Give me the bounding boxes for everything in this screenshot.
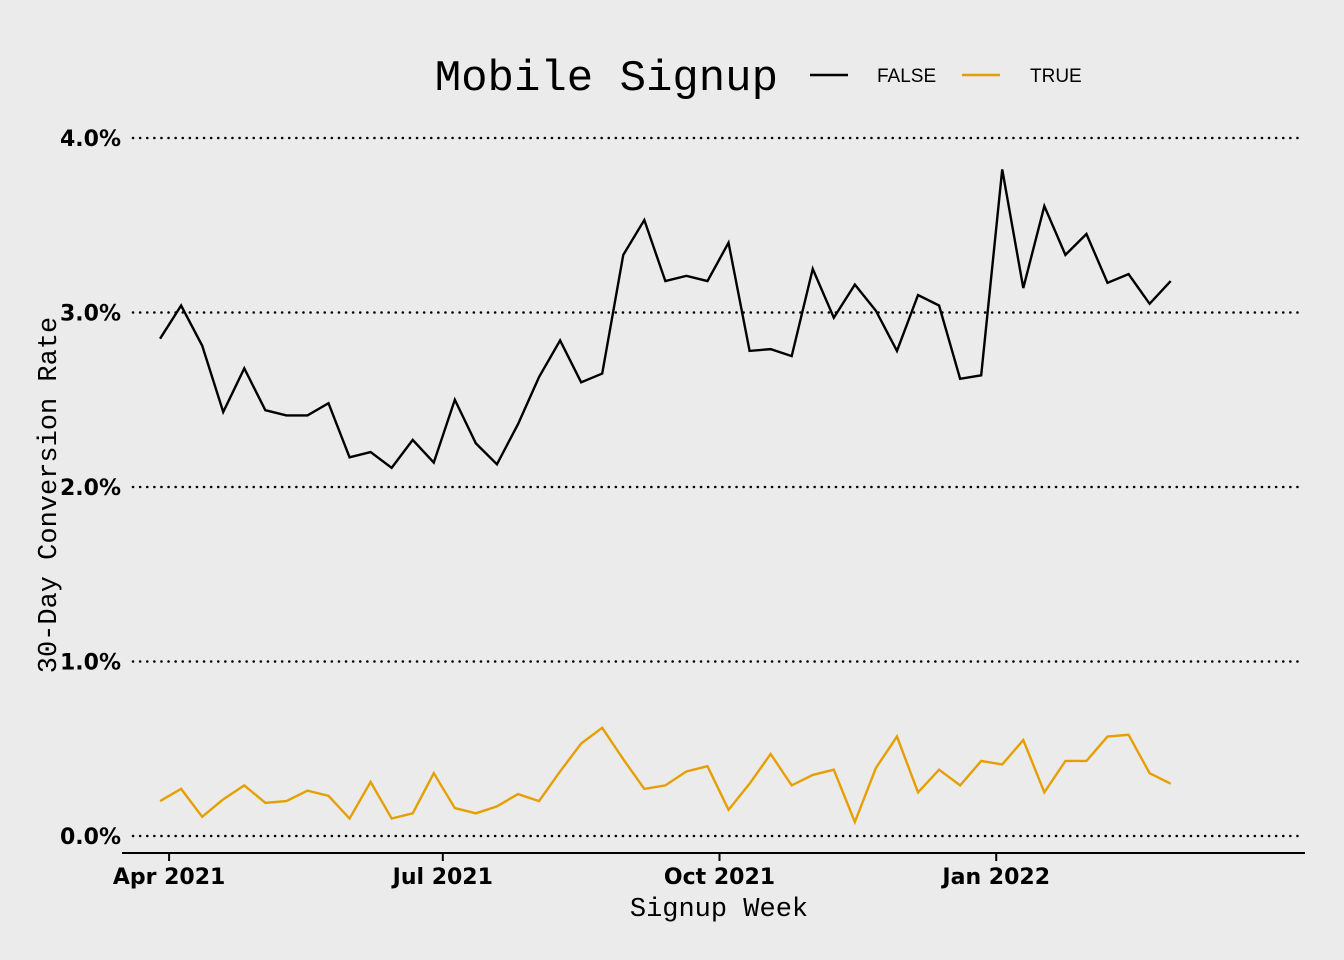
series-true bbox=[159, 726, 1172, 826]
gridlines bbox=[131, 136, 1302, 838]
legend-label-false: FALSE bbox=[877, 66, 936, 87]
x-tick-label: Jul 2021 bbox=[391, 865, 493, 890]
legend-label-true: TRUE bbox=[1030, 66, 1082, 87]
y-axis-ticks: 0.0% 1.0% 2.0% 3.0% 4.0% bbox=[60, 127, 121, 850]
y-axis-title: 30-Day Conversion Rate bbox=[35, 317, 65, 673]
x-tick-label: Oct 2021 bbox=[664, 865, 775, 890]
y-tick-label: 2.0% bbox=[60, 476, 121, 501]
x-tick-label: Apr 2021 bbox=[113, 865, 226, 890]
series-lines bbox=[159, 169, 1172, 826]
series-line-true bbox=[159, 726, 1172, 826]
y-tick-label: 4.0% bbox=[60, 127, 121, 152]
series-line-false bbox=[159, 169, 1172, 470]
y-tick-label: 3.0% bbox=[60, 302, 121, 327]
y-tick-label: 0.0% bbox=[60, 825, 121, 850]
series-false bbox=[159, 169, 1172, 470]
x-axis: Apr 2021 Jul 2021 Oct 2021 Jan 2022 bbox=[113, 852, 1305, 890]
chart-title: Mobile Signup bbox=[435, 54, 778, 104]
legend: FALSE TRUE bbox=[810, 66, 1082, 87]
x-tick-label: Jan 2022 bbox=[940, 865, 1050, 890]
y-tick-label: 1.0% bbox=[60, 651, 121, 676]
x-axis-title: Signup Week bbox=[630, 895, 808, 925]
